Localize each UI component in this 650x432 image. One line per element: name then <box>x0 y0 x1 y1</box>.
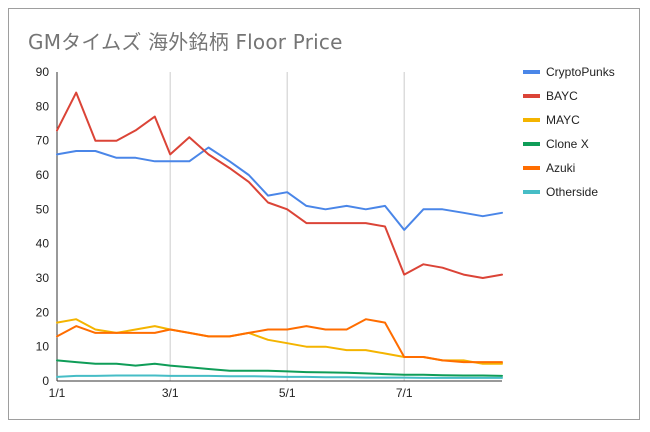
legend-label-cryptopunks: CryptoPunks <box>546 65 615 79</box>
x-tick-label: 7/1 <box>396 386 413 400</box>
legend-swatch-mayc <box>523 118 540 122</box>
chart-title: GMタイムズ 海外銘柄 Floor Price <box>28 30 343 54</box>
legend-swatch-clone-x <box>523 142 540 146</box>
y-tick-label: 0 <box>42 374 49 388</box>
x-tick-label: 5/1 <box>279 386 296 400</box>
series-line-cryptopunks <box>56 146 503 231</box>
y-tick-label: 90 <box>36 65 50 79</box>
legend-swatch-cryptopunks <box>523 70 540 74</box>
x-tick-label: 3/1 <box>162 386 179 400</box>
legend-swatch-azuki <box>523 166 540 170</box>
legend-label-mayc: MAYC <box>546 113 580 127</box>
y-tick-label: 80 <box>36 99 50 113</box>
x-tick-label: 1/1 <box>49 386 66 400</box>
chart-frame <box>8 8 640 420</box>
y-tick-label: 50 <box>36 202 50 216</box>
legend-label-bayc: BAYC <box>546 89 578 103</box>
series-line-mayc <box>56 318 503 365</box>
axis-layer: 0 10 20 30 40 50 60 70 80 90 1/1 3/1 5/1 7/1 <box>36 65 502 400</box>
legend-label-azuki: Azuki <box>546 161 575 175</box>
y-tick-label: 20 <box>36 305 50 319</box>
y-tick-label: 70 <box>36 134 50 148</box>
series-layer <box>56 91 503 379</box>
y-tick-label: 40 <box>36 237 50 251</box>
y-tick-label: 60 <box>36 168 50 182</box>
y-tick-label: 30 <box>36 271 50 285</box>
legend: CryptoPunks BAYC MAYC Clone X Azuki Otherside <box>523 65 615 199</box>
series-line-clone-x <box>56 359 503 377</box>
series-line-azuki <box>56 318 503 364</box>
y-tick-label: 10 <box>36 340 50 354</box>
series-line-otherside <box>56 374 503 379</box>
legend-label-clone-x: Clone X <box>546 137 589 151</box>
grid-layer <box>169 72 405 381</box>
series-line-bayc <box>56 91 503 279</box>
legend-label-otherside: Otherside <box>546 185 598 199</box>
legend-swatch-otherside <box>523 190 540 194</box>
legend-swatch-bayc <box>523 94 540 98</box>
